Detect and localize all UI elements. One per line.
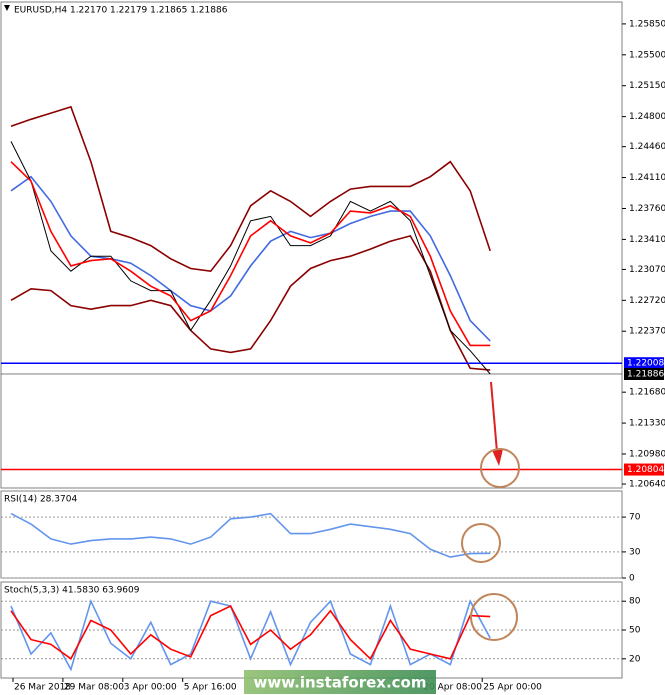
series-line (10, 234, 491, 371)
x-tick-label: 29 Mar 08:00 (64, 683, 124, 693)
y-tick-label: 30 (629, 547, 641, 557)
y-tick-label: 1.24800 (629, 112, 665, 122)
highlight-circle (480, 448, 520, 488)
y-tick-label: 1.21680 (629, 388, 665, 398)
panel-title: EURUSD,H4 1.22170 1.22179 1.21865 1.2188… (14, 6, 228, 16)
series-line (10, 161, 491, 347)
series-line (10, 604, 491, 661)
series-line (10, 512, 491, 558)
series-line (10, 141, 491, 375)
y-tick-label: 1.25500 (629, 50, 665, 60)
y-tick-label: 80 (629, 597, 641, 607)
x-tick-label: 3 Apr 00:00 (124, 683, 177, 693)
watermark: www.instaforex.com (254, 674, 427, 692)
highlight-circle (470, 593, 518, 641)
price-label-box (624, 357, 664, 370)
panel-title: RSI(14) 28.3704 (4, 495, 77, 505)
y-tick-label: 1.20980 (629, 449, 665, 459)
y-tick-label: 20 (629, 654, 641, 664)
arrow-head (492, 449, 503, 466)
panel-frame (0, 490, 623, 579)
price-label: 1.20804 (627, 465, 664, 475)
price-label-box (624, 367, 664, 380)
panel-title: Stoch(5,3,3) 41.5830 63.9609 (4, 586, 140, 596)
highlight-circle (461, 523, 501, 563)
y-tick-label: 1.20640 (629, 480, 665, 490)
y-tick-label: 1.23070 (629, 265, 665, 275)
price-label: 1.21886 (627, 369, 664, 379)
y-tick-label: 70 (629, 513, 641, 523)
y-tick-label: 1.24110 (629, 173, 665, 183)
x-tick-label: 5 Apr 16:00 (184, 683, 237, 693)
overlay: www.instaforex.com (244, 381, 520, 694)
x-tick-label: 20 Apr 08:00 (423, 683, 482, 693)
x-tick-label: 26 Mar 2018 (14, 683, 71, 693)
y-tick-label: 1.22720 (629, 296, 665, 306)
price-label: 1.22008 (627, 359, 664, 369)
price-label-box (624, 463, 664, 476)
y-tick-label: 1.23410 (629, 235, 665, 245)
series-line (10, 105, 491, 273)
watermark-box (244, 670, 436, 694)
y-tick-label: 50 (629, 626, 641, 636)
y-tick-label: 1.24460 (629, 142, 665, 152)
y-tick-label: 1.25850 (629, 19, 665, 29)
x-tick-label: 25 Apr 00:00 (483, 683, 542, 693)
y-tick-label: 1.21330 (629, 419, 665, 429)
title-icon (4, 5, 10, 11)
y-tick-label: 0 (629, 574, 635, 584)
y-tick-label: 1.22370 (629, 327, 665, 337)
y-tick-label: 1.25150 (629, 81, 665, 91)
series-line (10, 598, 491, 672)
y-tick-label: 1.23760 (629, 204, 665, 214)
arrow (490, 381, 498, 453)
